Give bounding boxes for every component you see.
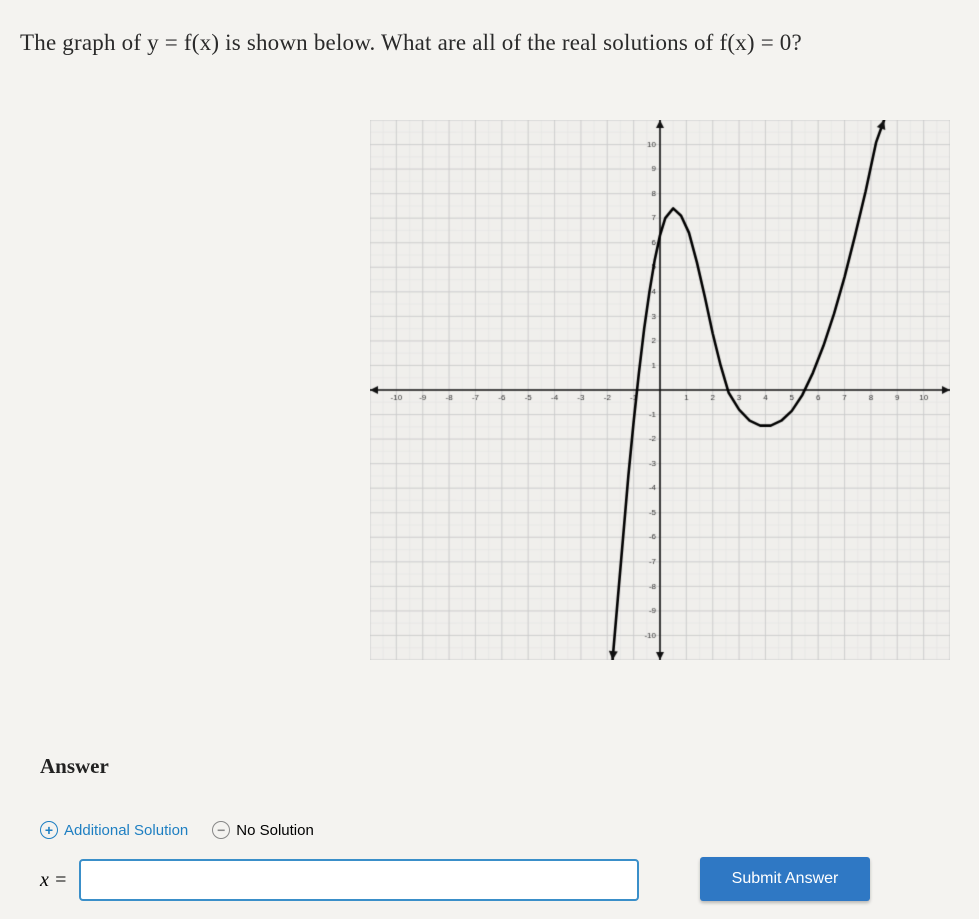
answer-heading: Answer (40, 754, 109, 779)
no-solution-label: No Solution (236, 822, 314, 839)
plus-icon: + (40, 821, 58, 839)
additional-solution-button[interactable]: + Additional Solution (40, 821, 188, 839)
minus-icon: − (212, 821, 230, 839)
additional-solution-label: Additional Solution (64, 822, 188, 839)
no-solution-button[interactable]: − No Solution (212, 821, 314, 839)
submit-answer-button[interactable]: Submit Answer (700, 857, 870, 901)
answer-input[interactable] (79, 859, 639, 901)
graph-chart (370, 120, 950, 680)
x-equals-label: x = (40, 869, 67, 892)
question-text: The graph of y = f(x) is shown below. Wh… (20, 30, 802, 56)
